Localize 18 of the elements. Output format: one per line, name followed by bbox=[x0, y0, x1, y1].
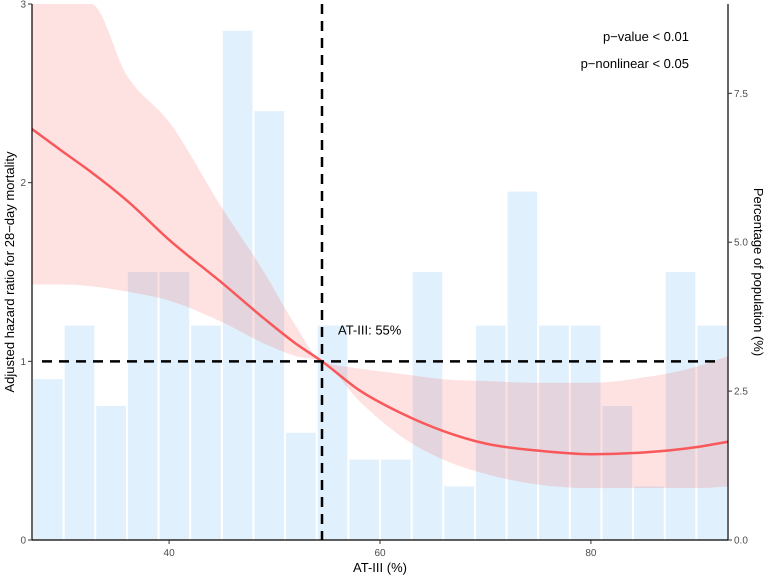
ref-line-label: AT-III: 55% bbox=[338, 322, 402, 338]
y-tick-label: 0 bbox=[20, 536, 26, 546]
x-axis-title: AT-III (%) bbox=[353, 560, 407, 575]
line-series bbox=[30, 128, 730, 456]
y-axis-title: Adjusted hazard ratio for 28−day mortality bbox=[2, 151, 17, 392]
y-tick-label: 3 bbox=[20, 0, 26, 10]
y-tick-label: 1 bbox=[20, 356, 26, 368]
x-tick-label: 80 bbox=[585, 548, 597, 559]
y2-tick-label: 0.0 bbox=[734, 536, 748, 546]
y2-tick-label: 7.5 bbox=[734, 88, 748, 100]
y2-tick-label: 2.5 bbox=[734, 386, 748, 398]
x-tick-label: 40 bbox=[164, 548, 176, 559]
y2-axis-title: Percentage of population (%) bbox=[751, 188, 766, 356]
y-tick-label: 2 bbox=[20, 178, 26, 190]
y2-tick-label: 5.0 bbox=[734, 238, 748, 249]
x-tick-label: 60 bbox=[374, 548, 386, 559]
annotation: p−nonlinear < 0.05 bbox=[580, 56, 689, 71]
annotation: p−value < 0.01 bbox=[602, 29, 689, 44]
